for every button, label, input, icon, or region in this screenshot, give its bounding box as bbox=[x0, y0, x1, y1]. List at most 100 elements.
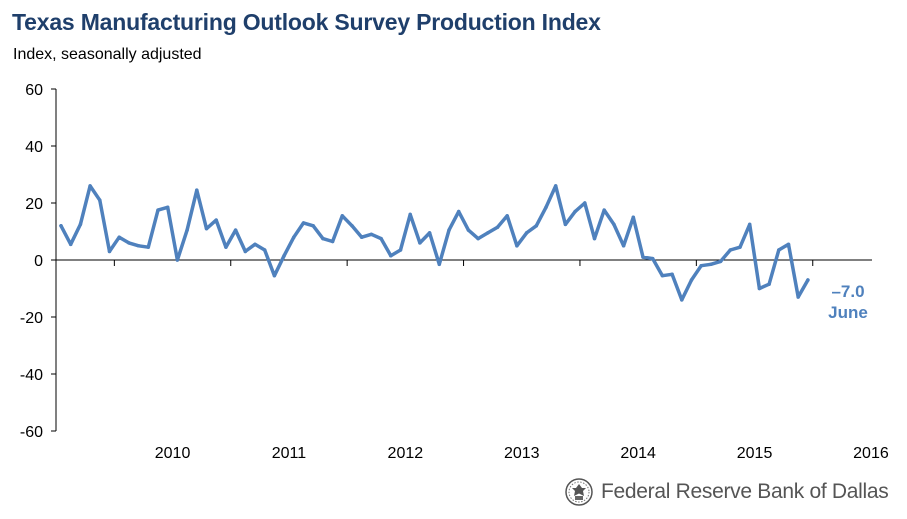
x-tick-label: 2011 bbox=[272, 445, 307, 462]
data-point bbox=[311, 224, 315, 228]
annotation-label: June bbox=[828, 303, 868, 322]
data-point bbox=[243, 249, 248, 254]
data-point bbox=[786, 242, 791, 247]
data-point bbox=[709, 262, 713, 267]
federal-reserve-seal-icon bbox=[565, 478, 593, 506]
data-point bbox=[68, 242, 73, 247]
data-point bbox=[728, 248, 733, 252]
data-point bbox=[262, 248, 267, 252]
data-point bbox=[389, 253, 393, 258]
data-point bbox=[583, 201, 587, 205]
data-point bbox=[175, 258, 180, 262]
y-tick-label: -40 bbox=[20, 367, 43, 384]
data-point bbox=[757, 286, 762, 291]
data-point bbox=[505, 214, 509, 218]
data-point bbox=[330, 239, 335, 244]
data-point bbox=[777, 248, 781, 252]
data-point bbox=[156, 208, 160, 212]
data-point bbox=[466, 228, 471, 232]
data-point bbox=[408, 212, 412, 217]
data-point bbox=[650, 256, 655, 261]
data-point bbox=[612, 222, 616, 227]
data-point bbox=[602, 208, 606, 212]
data-point bbox=[321, 236, 325, 241]
chart-title: Texas Manufacturing Outlook Survey Produ… bbox=[12, 9, 601, 35]
data-point bbox=[524, 231, 529, 235]
data-point bbox=[553, 184, 558, 188]
y-tick-label: 0 bbox=[34, 253, 43, 270]
x-tick-label: 2010 bbox=[155, 445, 191, 462]
data-point bbox=[165, 205, 170, 210]
data-point bbox=[806, 278, 810, 282]
data-point bbox=[631, 215, 636, 219]
data-point bbox=[680, 298, 684, 302]
data-point bbox=[117, 235, 121, 239]
data-point bbox=[340, 214, 345, 218]
data-point bbox=[747, 222, 752, 227]
data-point bbox=[282, 253, 286, 258]
data-point bbox=[59, 224, 63, 228]
x-tick-label: 2012 bbox=[388, 445, 424, 462]
data-point bbox=[88, 184, 92, 188]
chart-subtitle: Index, seasonally adjusted bbox=[13, 46, 202, 63]
data-point bbox=[660, 273, 665, 278]
annotation-value: –7.0 bbox=[831, 282, 864, 301]
y-tick-label: 20 bbox=[25, 196, 43, 213]
x-tick-label: 2014 bbox=[620, 445, 656, 462]
data-point bbox=[224, 245, 228, 249]
data-point bbox=[98, 198, 102, 202]
data-point bbox=[592, 236, 597, 241]
data-point bbox=[379, 236, 383, 241]
x-tick-labels: 2010 2011 2012 2013 2014 2015 2016 bbox=[155, 445, 889, 462]
data-point bbox=[78, 222, 83, 227]
data-point bbox=[359, 235, 364, 239]
data-point bbox=[107, 249, 112, 254]
data-point bbox=[214, 218, 218, 222]
data-point bbox=[253, 242, 257, 247]
data-point bbox=[398, 248, 403, 252]
data-point bbox=[233, 228, 238, 232]
data-point bbox=[427, 231, 432, 235]
data-point bbox=[544, 205, 548, 210]
data-point bbox=[486, 231, 490, 235]
data-point bbox=[476, 236, 480, 241]
axes bbox=[51, 88, 872, 432]
data-point bbox=[301, 221, 306, 225]
data-point bbox=[641, 255, 645, 259]
x-tick-label: 2015 bbox=[737, 445, 773, 462]
data-point bbox=[515, 244, 519, 248]
data-point bbox=[437, 262, 442, 267]
data-point bbox=[796, 295, 800, 299]
data-point bbox=[495, 225, 500, 229]
x-tick-label: 2016 bbox=[853, 445, 889, 462]
x-tick-label: 2013 bbox=[504, 445, 540, 462]
y-tick-label: -20 bbox=[20, 310, 43, 327]
data-point bbox=[447, 228, 451, 232]
data-point bbox=[185, 228, 189, 232]
data-point bbox=[534, 224, 539, 228]
data-point bbox=[689, 278, 694, 282]
y-tick-label: 60 bbox=[25, 82, 43, 99]
data-point bbox=[738, 245, 742, 249]
y-tick-label: 40 bbox=[25, 139, 43, 156]
y-tick-label: -60 bbox=[20, 424, 43, 441]
data-point bbox=[195, 188, 199, 192]
data-point bbox=[670, 272, 674, 276]
data-point bbox=[127, 241, 131, 245]
data-point bbox=[573, 209, 577, 214]
data-point bbox=[136, 244, 141, 248]
data-point bbox=[369, 232, 374, 237]
source-text: Federal Reserve Bank of Dallas bbox=[601, 480, 889, 503]
source-logo: Federal Reserve Bank of Dallas bbox=[565, 478, 889, 506]
data-point bbox=[146, 245, 151, 249]
data-point bbox=[272, 273, 277, 278]
data-point bbox=[456, 209, 461, 214]
data-point bbox=[621, 244, 626, 248]
series-group bbox=[59, 184, 810, 302]
y-tick-labels: 60 40 20 0 -20 -40 -60 bbox=[20, 82, 43, 441]
data-point bbox=[563, 222, 568, 227]
data-point bbox=[718, 259, 723, 264]
data-point bbox=[418, 241, 422, 245]
data-point bbox=[350, 224, 354, 228]
